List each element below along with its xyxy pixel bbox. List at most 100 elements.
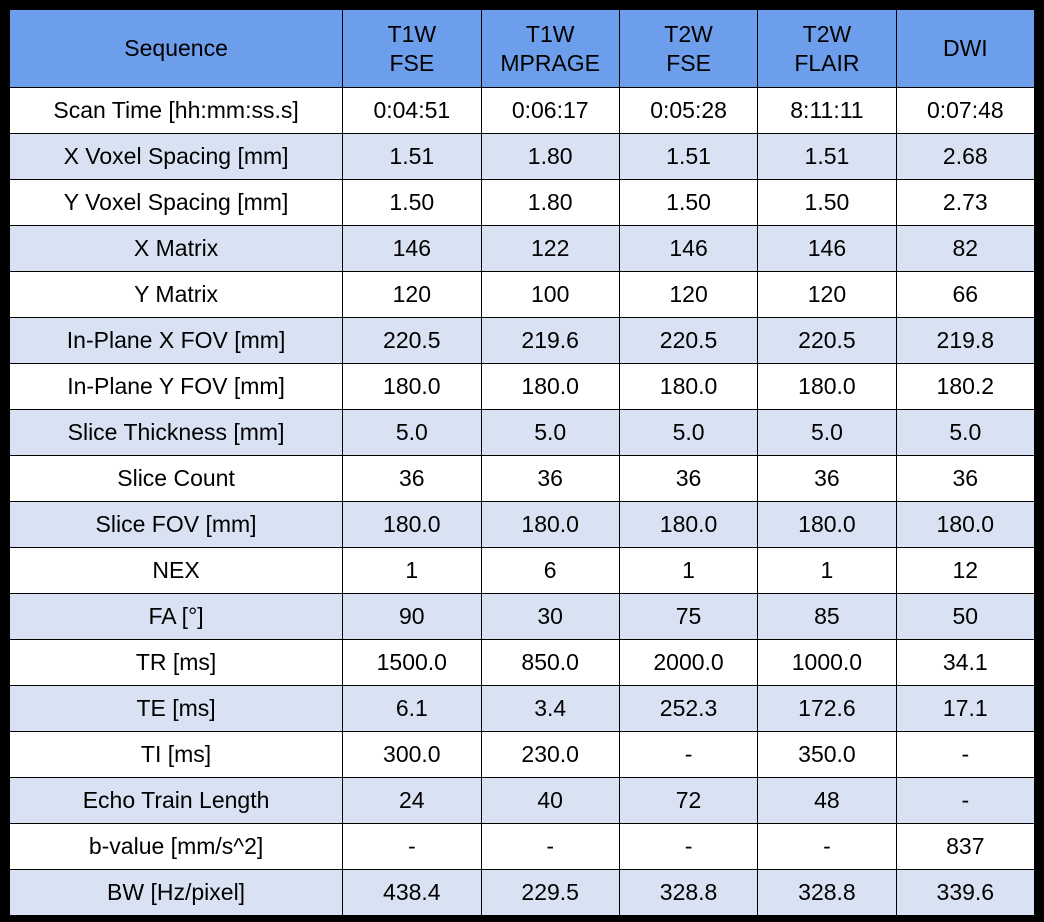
- value-cell: 1500.0: [342, 639, 482, 686]
- table-row: BW [Hz/pixel] 438.4 229.5 328.8 328.8 339.6: [8, 869, 1036, 916]
- table-row: Slice Thickness [mm] 5.0 5.0 5.0 5.0 5.0: [8, 409, 1036, 456]
- table-row: Y Voxel Spacing [mm] 1.50 1.80 1.50 1.50 2.73: [8, 179, 1036, 226]
- value-cell: 5.0: [895, 409, 1036, 456]
- value-cell: 180.0: [757, 501, 897, 548]
- table-row: In-Plane Y FOV [mm] 180.0 180.0 180.0 180.0 1…: [8, 363, 1036, 410]
- value-cell: 72: [618, 777, 759, 824]
- value-cell: 120: [757, 271, 897, 318]
- row-label: Y Matrix: [8, 271, 344, 318]
- table-row: X Voxel Spacing [mm] 1.51 1.80 1.51 1.51 2.68: [8, 133, 1036, 180]
- row-label: In-Plane Y FOV [mm]: [8, 363, 344, 410]
- value-cell: 5.0: [480, 409, 620, 456]
- row-label: b-value [mm/s^2]: [8, 823, 344, 870]
- value-cell: 0:05:28: [618, 87, 759, 134]
- value-cell: 328.8: [757, 869, 897, 916]
- value-cell: 180.0: [895, 501, 1036, 548]
- row-label: NEX: [8, 547, 344, 594]
- mri-sequence-parameters-table: Sequence T1W FSE T1W MPRAGE T2W FSE T2W FLAI…: [8, 9, 1036, 916]
- value-cell: 219.8: [895, 317, 1036, 364]
- column-header-sequence: Sequence: [8, 9, 344, 88]
- value-cell: 36: [757, 455, 897, 502]
- value-cell: 120: [618, 271, 759, 318]
- value-cell: 350.0: [757, 731, 897, 778]
- value-cell: 180.0: [757, 363, 897, 410]
- column-header: DWI: [895, 9, 1036, 88]
- value-cell: 6: [480, 547, 620, 594]
- value-cell: 180.0: [618, 363, 759, 410]
- value-cell: 66: [895, 271, 1036, 318]
- value-cell: 220.5: [342, 317, 482, 364]
- value-cell: 5.0: [757, 409, 897, 456]
- table-row: Echo Train Length 24 40 72 48-: [8, 777, 1036, 824]
- value-cell: 48: [757, 777, 897, 824]
- value-cell: -: [480, 823, 620, 870]
- value-cell: 82: [895, 225, 1036, 272]
- value-cell: 146: [618, 225, 759, 272]
- value-cell: 2000.0: [618, 639, 759, 686]
- value-cell: 90: [342, 593, 482, 640]
- value-cell: 180.0: [618, 501, 759, 548]
- table-row: Slice Count 36 36 36 36 36: [8, 455, 1036, 502]
- value-cell: 850.0: [480, 639, 620, 686]
- row-label: Slice FOV [mm]: [8, 501, 344, 548]
- value-cell: -: [895, 777, 1036, 824]
- value-cell: 36: [895, 455, 1036, 502]
- row-label: Scan Time [hh:mm:ss.s]: [8, 87, 344, 134]
- value-cell: 1.50: [618, 179, 759, 226]
- value-cell: 36: [480, 455, 620, 502]
- row-label: FA [°]: [8, 593, 344, 640]
- value-cell: 172.6: [757, 685, 897, 732]
- value-cell: 17.1: [895, 685, 1036, 732]
- value-cell: 1000.0: [757, 639, 897, 686]
- value-cell: 180.2: [895, 363, 1036, 410]
- column-header: T2W FSE: [618, 9, 759, 88]
- value-cell: 1: [757, 547, 897, 594]
- table-row: NEX 1 6 1 1 12: [8, 547, 1036, 594]
- value-cell: 252.3: [618, 685, 759, 732]
- value-cell: -: [342, 823, 482, 870]
- value-cell: 1.80: [480, 179, 620, 226]
- table-row: TI [ms] 300.0 230.0-350.0-: [8, 731, 1036, 778]
- row-label: Slice Count: [8, 455, 344, 502]
- value-cell: 3.4: [480, 685, 620, 732]
- value-cell: 339.6: [895, 869, 1036, 916]
- value-cell: 219.6: [480, 317, 620, 364]
- value-cell: 36: [618, 455, 759, 502]
- value-cell: -: [895, 731, 1036, 778]
- table-row: X Matrix 146 122 146 146 82: [8, 225, 1036, 272]
- table-row: TR [ms] 1500.0 850.0 2000.0 1000.0 34.1: [8, 639, 1036, 686]
- table-body: Scan Time [hh:mm:ss.s] 0:04:51 0:06:17 0:05…: [8, 87, 1036, 916]
- column-header: T2W FLAIR: [757, 9, 897, 88]
- value-cell: 180.0: [342, 363, 482, 410]
- table-row: Slice FOV [mm] 180.0 180.0 180.0 180.0 180.0: [8, 501, 1036, 548]
- value-cell: 328.8: [618, 869, 759, 916]
- value-cell: 34.1: [895, 639, 1036, 686]
- row-label: TI [ms]: [8, 731, 344, 778]
- value-cell: 24: [342, 777, 482, 824]
- value-cell: 180.0: [480, 363, 620, 410]
- row-label: X Matrix: [8, 225, 344, 272]
- value-cell: 1.51: [757, 133, 897, 180]
- value-cell: 30: [480, 593, 620, 640]
- value-cell: 0:07:48: [895, 87, 1036, 134]
- value-cell: 75: [618, 593, 759, 640]
- value-cell: 0:06:17: [480, 87, 620, 134]
- value-cell: 837: [895, 823, 1036, 870]
- value-cell: 12: [895, 547, 1036, 594]
- header-row: Sequence T1W FSE T1W MPRAGE T2W FSE T2W FLAI…: [8, 9, 1036, 88]
- value-cell: 1.51: [342, 133, 482, 180]
- value-cell: 1: [618, 547, 759, 594]
- value-cell: 5.0: [618, 409, 759, 456]
- table-row: Y Matrix 120 100 120 120 66: [8, 271, 1036, 318]
- value-cell: 122: [480, 225, 620, 272]
- value-cell: 1.51: [618, 133, 759, 180]
- value-cell: 180.0: [480, 501, 620, 548]
- value-cell: 229.5: [480, 869, 620, 916]
- value-cell: 8:11:11: [757, 87, 897, 134]
- value-cell: 1.50: [342, 179, 482, 226]
- value-cell: 300.0: [342, 731, 482, 778]
- row-label: X Voxel Spacing [mm]: [8, 133, 344, 180]
- value-cell: -: [757, 823, 897, 870]
- value-cell: 180.0: [342, 501, 482, 548]
- value-cell: 230.0: [480, 731, 620, 778]
